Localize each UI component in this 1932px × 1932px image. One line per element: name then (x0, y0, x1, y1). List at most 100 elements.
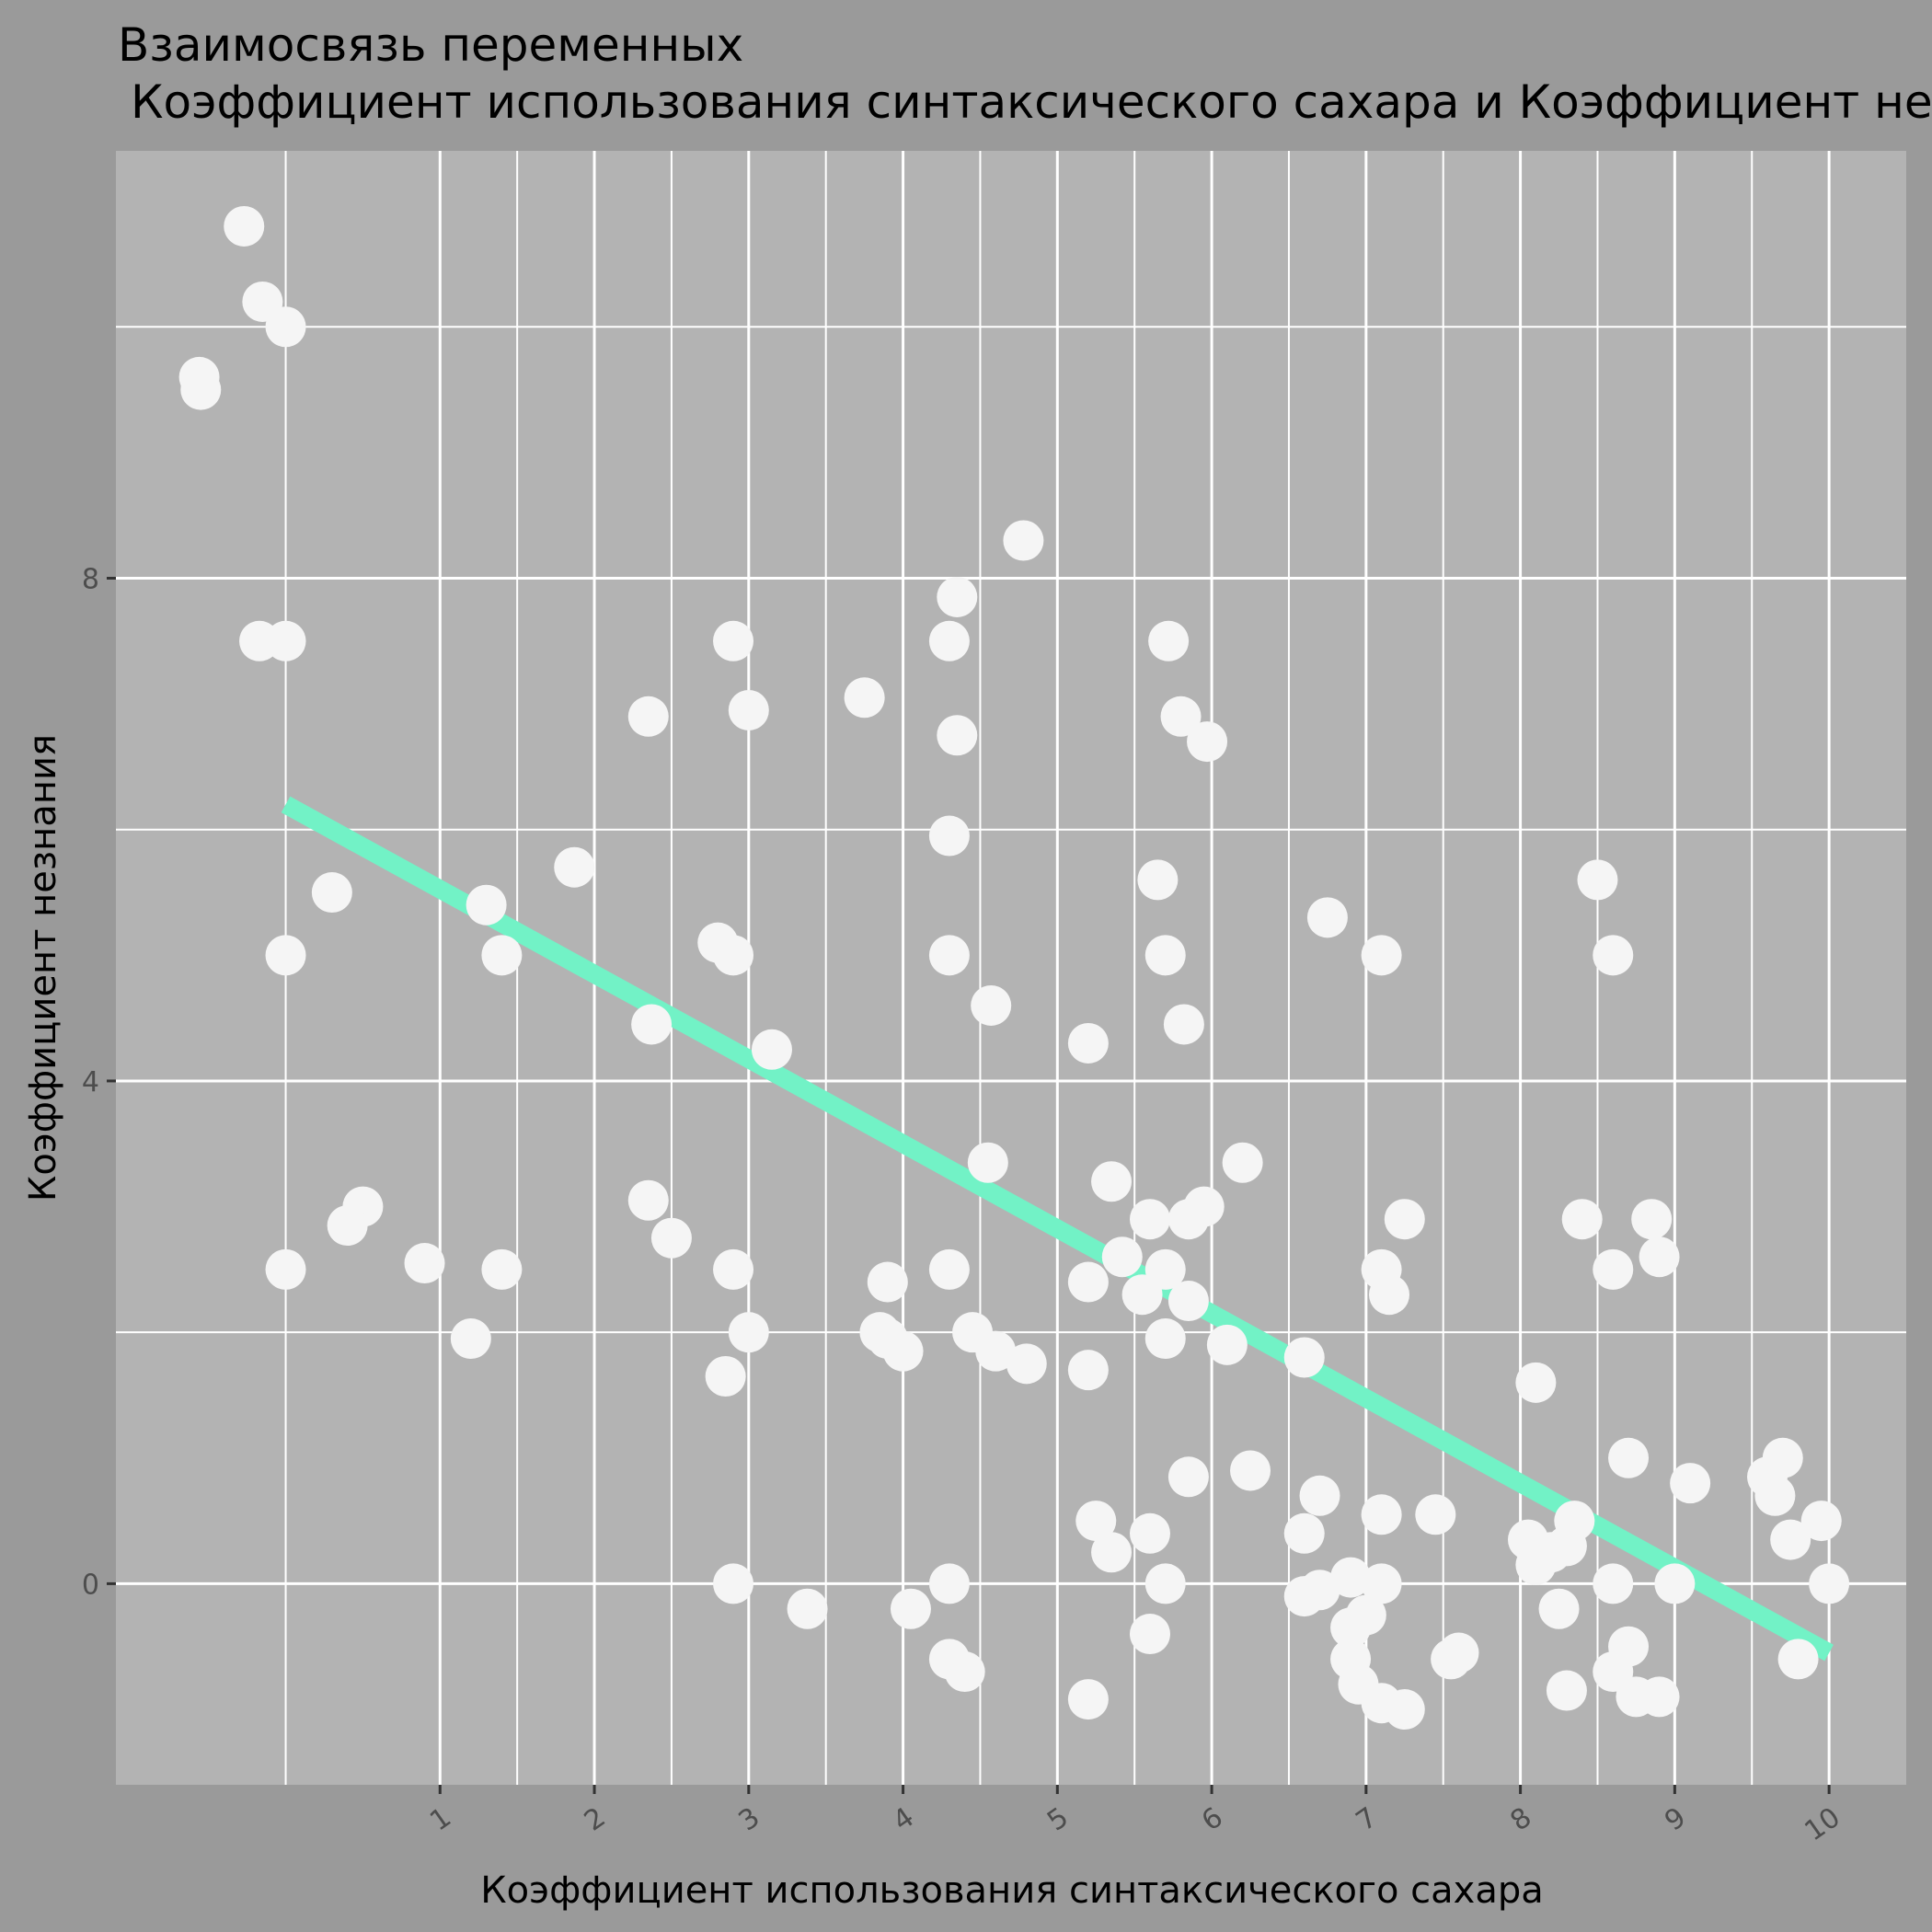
data-point (713, 1248, 754, 1290)
data-point (728, 1312, 769, 1353)
data-point (928, 815, 970, 857)
data-point (1577, 859, 1618, 901)
data-point (265, 306, 306, 348)
data-point (867, 1261, 908, 1303)
x-tick-label: 10 (1799, 1801, 1846, 1848)
data-point (1003, 520, 1044, 561)
data-point (1608, 1626, 1650, 1667)
data-point (1639, 1676, 1680, 1718)
data-point (713, 1563, 754, 1604)
data-point (713, 935, 754, 976)
x-tick-label: 9 (1659, 1801, 1692, 1838)
x-tick-label: 4 (887, 1801, 920, 1838)
data-point (1770, 1519, 1811, 1560)
data-point (1067, 1350, 1109, 1391)
data-point (481, 935, 523, 976)
data-point (481, 1248, 523, 1290)
data-point (705, 1356, 746, 1397)
data-point (1187, 721, 1228, 763)
y-tick-label: 0 (82, 1569, 99, 1601)
data-point (1631, 1199, 1673, 1240)
data-point (1361, 935, 1402, 976)
data-point (1754, 1475, 1796, 1516)
data-point (937, 715, 978, 756)
data-point (1067, 1022, 1109, 1064)
data-point (928, 1563, 970, 1604)
data-point (1762, 1437, 1803, 1478)
data-point (1283, 1512, 1325, 1554)
data-point (650, 1217, 692, 1259)
data-point (882, 1330, 924, 1372)
data-point (265, 1248, 306, 1290)
data-point (1369, 1274, 1410, 1316)
data-point (713, 620, 754, 661)
data-point (928, 620, 970, 661)
points-layer (178, 205, 1850, 1731)
data-point (1148, 620, 1190, 661)
data-point (728, 689, 769, 730)
data-point (1129, 1614, 1170, 1655)
data-point (1091, 1161, 1133, 1202)
data-point (1546, 1670, 1587, 1711)
data-point (937, 576, 978, 617)
data-point (265, 935, 306, 976)
data-point (975, 1330, 1017, 1372)
y-tick-label: 8 (82, 563, 99, 595)
data-point (1593, 1563, 1634, 1604)
data-point (1384, 1689, 1425, 1731)
data-point (1283, 1337, 1325, 1378)
data-point (928, 1248, 970, 1290)
data-point (1167, 1456, 1209, 1498)
x-tick-label: 8 (1504, 1801, 1537, 1838)
data-point (1639, 1236, 1680, 1278)
data-point (1144, 1563, 1186, 1604)
data-point (890, 1588, 931, 1629)
data-point (1809, 1563, 1850, 1604)
data-point (311, 872, 352, 914)
data-point (450, 1318, 491, 1360)
x-tick-label: 3 (733, 1801, 766, 1838)
x-tick-label: 1 (424, 1801, 457, 1838)
data-point (1438, 1632, 1479, 1673)
data-point (224, 205, 265, 247)
data-point (751, 1029, 792, 1070)
data-point (844, 677, 885, 719)
data-point (1206, 1324, 1248, 1365)
y-axis-ticks: 0 4 8 (82, 563, 116, 1601)
data-point (554, 846, 595, 888)
x-tick-label: 7 (1351, 1801, 1384, 1838)
data-point (627, 696, 669, 737)
data-point (180, 369, 222, 410)
data-point (1183, 1186, 1225, 1227)
data-point (466, 884, 507, 926)
data-point (1067, 1679, 1109, 1720)
data-point (1144, 1318, 1186, 1360)
data-point (631, 1004, 673, 1045)
data-point (1299, 1475, 1340, 1516)
data-point (1415, 1494, 1456, 1535)
data-point (1800, 1501, 1842, 1542)
data-point (944, 1651, 985, 1693)
data-point (1608, 1437, 1650, 1478)
data-point (1554, 1501, 1595, 1542)
data-point (627, 1179, 669, 1221)
data-point (1330, 1557, 1372, 1598)
data-point (1345, 1594, 1386, 1636)
data-point (1129, 1512, 1170, 1554)
data-point (327, 1205, 368, 1247)
data-point (1129, 1199, 1170, 1240)
data-point (1561, 1199, 1603, 1240)
data-point (404, 1243, 445, 1284)
y-axis-title: Коэффициент незнания (22, 734, 64, 1202)
data-point (1163, 1004, 1204, 1045)
data-point (1361, 1494, 1402, 1535)
data-point (971, 984, 1012, 1026)
data-point (1593, 1248, 1634, 1290)
data-point (1670, 1463, 1711, 1504)
data-point (1067, 1261, 1109, 1303)
data-point (1222, 1142, 1263, 1183)
data-point (1006, 1343, 1047, 1385)
x-tick-label: 2 (579, 1801, 612, 1838)
